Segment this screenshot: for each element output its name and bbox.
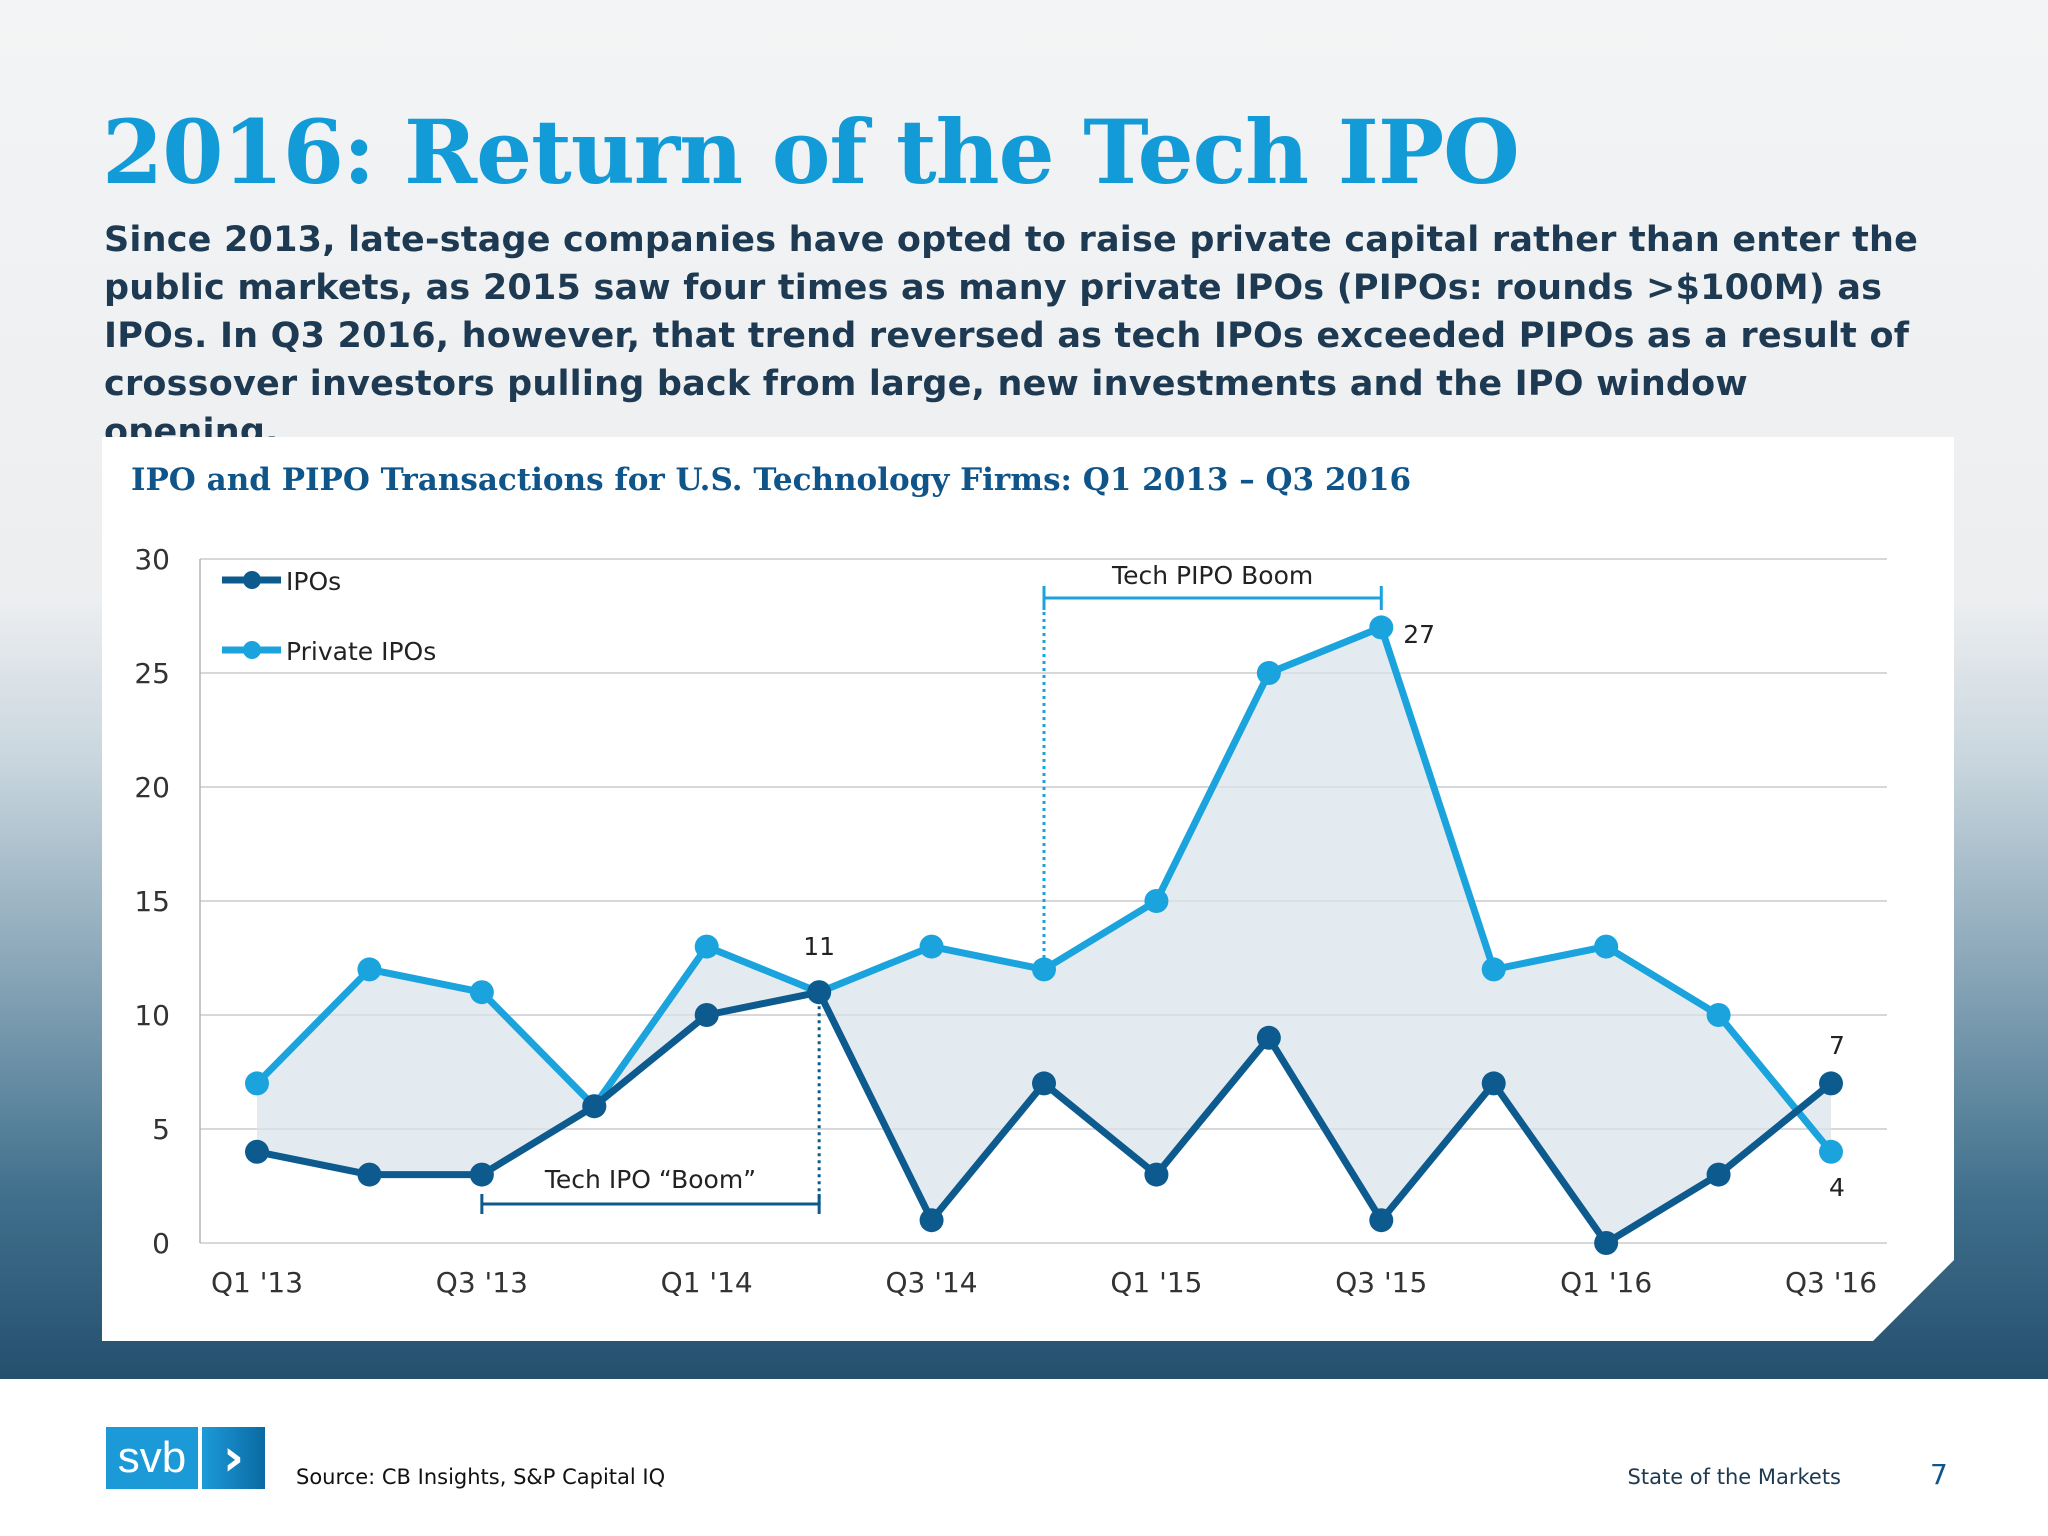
data-point [245,1139,269,1164]
legend-label: Private IPOs [286,637,436,666]
area-between-series [257,627,1831,1243]
data-point [1594,934,1619,959]
data-point [357,1162,382,1187]
page-number: 7 [1930,1458,1948,1491]
data-point [1032,957,1056,982]
legend-label: IPOs [286,567,341,596]
data-point [1706,1162,1731,1187]
data-point [919,934,944,959]
deck-title: State of the Markets [1627,1465,1841,1489]
data-point [1706,1003,1731,1027]
x-tick-label: Q1 '14 [661,1266,753,1299]
data-point [1594,1231,1619,1255]
data-point [469,980,494,1005]
data-point [1369,1208,1394,1233]
data-point [807,980,832,1005]
annotation-label: Tech IPO “Boom” [544,1165,756,1194]
y-tick-label: 5 [152,1113,170,1146]
data-point [469,1162,494,1187]
data-label: 11 [803,932,835,961]
data-point [245,1071,269,1096]
x-tick-label: Q1 '16 [1560,1266,1652,1299]
data-label: 27 [1403,620,1435,649]
intro-paragraph: Since 2013, late-stage companies have op… [104,220,1919,452]
source-note: Source: CB Insights, S&P Capital IQ [296,1465,666,1489]
y-tick-label: 25 [134,657,170,690]
x-tick-label: Q1 '13 [211,1266,303,1299]
x-tick-label: Q3 '16 [1785,1266,1877,1299]
data-point [1369,615,1394,640]
data-point [1256,661,1281,685]
data-point [1144,889,1169,913]
x-tick-label: Q3 '14 [886,1266,978,1299]
data-point [357,957,382,982]
legend-swatch-marker [243,641,261,659]
y-tick-label: 30 [134,543,170,576]
y-tick-label: 10 [134,999,170,1032]
chevron-right-icon: › [202,1427,265,1489]
data-label: 4 [1829,1173,1845,1202]
data-point [582,1094,607,1119]
y-tick-label: 20 [134,771,170,804]
data-point [1032,1071,1056,1096]
annotation-label: Tech PIPO Boom [1111,561,1313,590]
svb-logo: svb › [106,1427,265,1489]
y-tick-label: 15 [134,885,170,918]
x-tick-label: Q3 '15 [1335,1266,1427,1299]
data-point [1481,1071,1506,1096]
legend-swatch-marker [243,571,261,589]
data-point [919,1208,944,1233]
data-point [694,1003,719,1027]
y-tick-label: 0 [152,1227,170,1260]
page-title: 2016: Return of the Tech IPO [102,100,1520,204]
data-point [1481,957,1506,982]
data-point [1819,1139,1843,1164]
data-point [1256,1025,1281,1050]
logo-wordmark: svb [106,1427,198,1489]
data-point [694,934,719,959]
data-label: 7 [1829,1031,1845,1060]
data-point [1819,1071,1843,1096]
x-tick-label: Q3 '13 [436,1266,528,1299]
x-tick-label: Q1 '15 [1110,1266,1202,1299]
data-point [1144,1162,1169,1187]
chart-title: IPO and PIPO Transactions for U.S. Techn… [131,462,1412,498]
